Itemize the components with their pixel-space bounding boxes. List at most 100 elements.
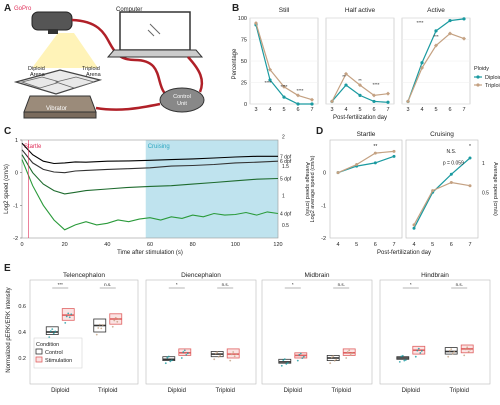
b-facet-title: Still (279, 7, 290, 14)
e-box-control (45, 326, 59, 335)
panel-letter-d: D (316, 126, 323, 137)
c-series-label: 7 dpf (280, 154, 292, 160)
screen-glare-2 (147, 29, 155, 37)
c-right-tick-label: 1.5 (282, 164, 289, 170)
d-point (392, 154, 396, 158)
b-ylabel: Percentage (232, 48, 238, 79)
e-data-point (97, 327, 100, 329)
e-data-point (450, 348, 453, 350)
e-data-point (170, 359, 173, 362)
e-data-point (68, 316, 71, 319)
e-data-point (232, 351, 235, 353)
panel-d-average-speed-chart: -2 -1 0 Log2 average speed (cm/s) Startle 4 5 6… (310, 131, 498, 256)
b-legend-label: Diploid (485, 75, 500, 81)
b-legend-title: Ploidy (474, 66, 489, 72)
b-xtick-label: 3 (254, 107, 257, 113)
d-point (412, 223, 416, 227)
d-right-tick-label: 1 (482, 161, 485, 167)
b-significance-label: ** (358, 78, 362, 83)
e-data-point (467, 350, 470, 353)
d-xtick-label: 4 (336, 242, 339, 248)
d-ytick-label: -2 (321, 236, 326, 242)
e-category-label: Triploid (331, 388, 350, 394)
e-facet-title: Midbrain (305, 272, 330, 279)
e-data-point (401, 354, 404, 357)
e-data-point (330, 356, 333, 359)
b-xtick-label: 7 (310, 107, 313, 113)
d-point (373, 161, 377, 165)
c-cruising-label: Cruising (148, 144, 170, 150)
gopro-label: GoPro (14, 6, 32, 12)
e-data-point (164, 362, 167, 365)
e-data-point (113, 319, 116, 322)
c-startle-label: Startle (24, 144, 42, 150)
d-point (355, 163, 359, 166)
e-data-point (286, 362, 289, 364)
e-data-point (351, 352, 354, 355)
c-xtick-label: 120 (273, 242, 282, 248)
light-beam (32, 33, 98, 68)
screen-glare-1 (149, 23, 161, 35)
e-ylabel: Normalized pERK/ERK intensity (6, 287, 12, 372)
c-ytick-label: 1 (15, 138, 18, 144)
c-ylabel: Log2 speed (cm/s) (4, 164, 10, 214)
b-point-triploid (386, 91, 390, 96)
b-ytick-label: 25 (241, 81, 247, 87)
e-data-point (296, 359, 299, 362)
e-data-point (404, 359, 407, 361)
c-right-tick-label: 0.5 (282, 223, 289, 229)
e-data-point (349, 353, 352, 356)
e-data-point (464, 348, 467, 351)
e-data-point (95, 333, 98, 336)
e-data-point (116, 320, 119, 323)
e-data-point (348, 349, 351, 352)
c-right-tick-label: 2 (282, 135, 285, 141)
e-data-point (301, 357, 304, 360)
b-xtick-label: 5 (282, 107, 285, 113)
e-facet-panel (261, 279, 373, 385)
e-data-point (453, 350, 456, 353)
b-xtick-label: 6 (296, 107, 299, 113)
e-facet-panel (145, 279, 257, 385)
b-point-triploid (310, 97, 314, 102)
vibrator-label: Vibrator (46, 106, 67, 112)
e-significance-label: n.s. (456, 282, 463, 287)
e-category-label: Triploid (215, 388, 234, 394)
d-xtick-label: 6 (450, 242, 453, 248)
e-data-point (332, 355, 335, 357)
c-xtick-label: 40 (104, 242, 110, 248)
e-facet-title: Diencephalon (181, 272, 221, 279)
d-xtick-label: 4 (412, 242, 415, 248)
e-data-point (235, 352, 238, 355)
e-data-point (98, 323, 101, 326)
e-data-point (180, 357, 183, 359)
e-data-point (100, 327, 103, 330)
d-point (392, 149, 396, 153)
b-point-diploid (434, 29, 438, 33)
d-point (449, 172, 453, 176)
c-series-line (21, 154, 279, 195)
e-data-point (167, 355, 170, 358)
panel-letter-a: A (4, 3, 11, 14)
e-data-point (333, 359, 336, 362)
e-data-point (185, 353, 188, 356)
b-facet-title: Half active (345, 7, 376, 14)
b-point-triploid (406, 99, 410, 104)
d-xtick-label: 5 (431, 242, 434, 248)
e-data-point (229, 359, 232, 362)
e-data-point (169, 360, 172, 363)
b-xtick-label: 5 (434, 107, 437, 113)
panel-e-perk-chart: 0.2 0.4 0.6 Normalized pERK/ERK intensity Te… (6, 272, 491, 394)
e-data-point (213, 358, 216, 361)
b-point-triploid (268, 67, 272, 72)
b-point-triploid (254, 21, 258, 26)
e-data-point (346, 351, 349, 353)
e-data-point (329, 362, 332, 365)
e-significance-label: * (410, 282, 412, 287)
c-ytick-label: -1 (13, 203, 18, 209)
e-significance-label: n.s. (338, 282, 345, 287)
b-point-diploid (296, 102, 300, 106)
c-xtick-label: 80 (190, 242, 196, 248)
